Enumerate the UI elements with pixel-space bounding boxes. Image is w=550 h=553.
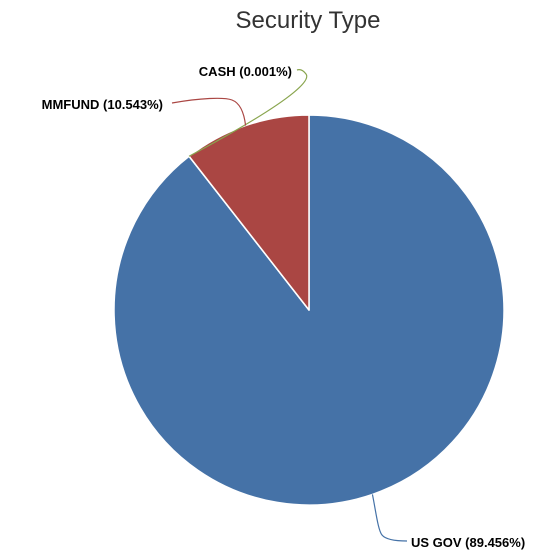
connector-mmfund — [171, 97, 247, 126]
label-connectors — [171, 69, 408, 542]
connector-us-gov — [371, 494, 408, 542]
pie-slices — [113, 114, 505, 506]
data-label-mmfund: MMFUND (10.543%) — [42, 97, 163, 112]
data-label-cash: CASH (0.001%) — [199, 64, 292, 79]
connector-cash — [188, 69, 308, 157]
data-label-us-gov: US GOV (89.456%) — [411, 535, 525, 550]
slice-labels: US GOV (89.456%) CASH (0.001%) MMFUND (10.… — [42, 64, 526, 550]
chart-title: Security Type — [236, 7, 381, 34]
